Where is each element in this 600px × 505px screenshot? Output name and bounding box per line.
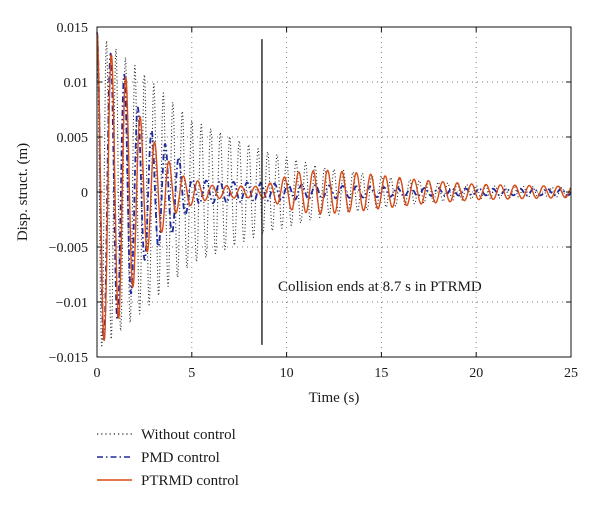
series-line-without-control: [96, 32, 572, 348]
legend-label-pmd-control: PMD control: [141, 450, 220, 466]
x-tick-labels: 0 5 10 15 20 25: [94, 366, 579, 381]
legend: Without control PMD control PTRMD contro…: [97, 427, 239, 489]
y-axis-label: Disp. struct. (m): [15, 143, 31, 241]
x-tick-label: 10: [280, 366, 294, 381]
legend-label-ptrmd-control: PTRMD control: [141, 473, 239, 489]
y-tick-label: 0.015: [57, 21, 89, 36]
y-tick-label: 0.005: [57, 131, 89, 146]
axis-ticks: [96, 26, 572, 358]
y-tick-label: 0: [81, 186, 88, 201]
series-line-ptrmd-control: [96, 32, 572, 342]
series-layer: [96, 32, 572, 348]
y-tick-label: −0.005: [49, 241, 88, 256]
x-axis-label: Time (s): [309, 390, 360, 406]
x-tick-label: 20: [469, 366, 483, 381]
grid-lines: [97, 27, 571, 357]
collision-annotation: Collision ends at 8.7 s in PTRMD: [278, 279, 482, 295]
plot-frame: [96, 26, 572, 358]
legend-label-without-control: Without control: [141, 427, 236, 443]
y-tick-labels: −0.015 −0.01 −0.005 0 0.005 0.01 0.015: [49, 21, 88, 366]
y-tick-label: −0.015: [49, 351, 88, 366]
y-tick-label: 0.01: [64, 76, 89, 91]
x-tick-label: 25: [564, 366, 578, 381]
x-tick-label: 5: [188, 366, 195, 381]
x-tick-label: 0: [94, 366, 101, 381]
x-tick-label: 15: [374, 366, 388, 381]
y-tick-label: −0.01: [56, 296, 88, 311]
